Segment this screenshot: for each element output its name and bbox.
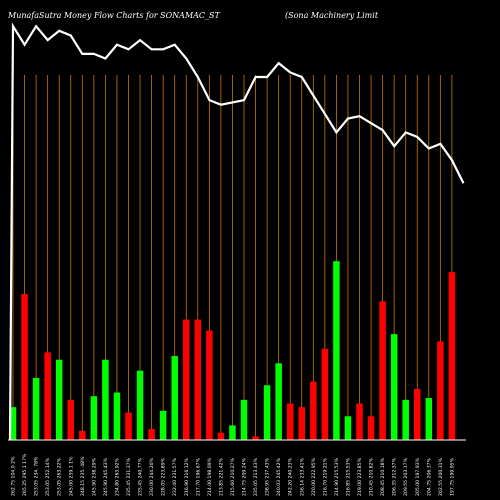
volume-bar xyxy=(102,359,109,440)
price-line xyxy=(8,22,465,441)
volume-bar xyxy=(229,425,236,440)
chart-title-company: (Sona Machinery Limit xyxy=(285,11,379,20)
volume-bar xyxy=(113,392,121,440)
volume-bar xyxy=(448,272,456,440)
x-tick-label: 235.45 240.77% xyxy=(138,457,144,496)
volume-bar xyxy=(125,412,132,440)
x-tick-label: 214.75 209.24% xyxy=(242,457,248,496)
x-tick-label: 253.05 252.14% xyxy=(45,457,51,496)
x-tick-label: 210.45 210.82% xyxy=(369,457,375,496)
x-tick-label: 265.25 295.1 17% xyxy=(22,453,28,496)
x-tick-label: 245.00 239.1 1% xyxy=(68,456,74,496)
volume-bar xyxy=(194,319,202,440)
x-tick-label: 235.45 231.37% xyxy=(126,457,132,496)
x-tick-label: 240.03 245.42% xyxy=(276,457,282,496)
volume-bar xyxy=(171,356,178,440)
volume-bar xyxy=(136,370,144,440)
volume-bar xyxy=(159,410,167,440)
chart-title: MunafaSutra Money Flow Charts for SONAMA… xyxy=(8,11,220,20)
x-tick-label: 208.45 210.18% xyxy=(380,457,386,496)
x-tick-label: 238.95 237.43% xyxy=(265,457,271,496)
x-tick-label: 242.20 240.23% xyxy=(288,457,294,496)
x-tick-label: 215.60 210.27% xyxy=(230,457,236,496)
volume-bar xyxy=(90,396,98,440)
x-tick-label: 214.00 198.09% xyxy=(207,457,213,496)
volume-bar xyxy=(217,432,225,440)
x-tick-label: 245.90 245.43% xyxy=(103,457,109,496)
volume-bar xyxy=(275,363,282,440)
volume-bar xyxy=(402,399,409,440)
x-axis-labels: 262.75 104.0 2% 265.25 295.1 17% 253.05 23… xyxy=(11,453,456,496)
volume-bar xyxy=(263,385,271,440)
volume-bar xyxy=(206,330,213,440)
volume-bar xyxy=(333,261,340,440)
volume-bar xyxy=(367,416,375,440)
x-tick-label: 213.85 221.42% xyxy=(218,457,224,496)
grid-lines xyxy=(12,75,453,440)
x-tick-label: 214.90 215.53% xyxy=(334,457,340,496)
volume-bar xyxy=(379,301,386,440)
volume-bar xyxy=(344,416,352,440)
volume-bar xyxy=(298,407,305,440)
volume-bar xyxy=(32,377,40,440)
x-tick-label: 236.14 233.41% xyxy=(299,457,305,496)
volume-bar xyxy=(356,403,363,440)
x-tick-label: 197.75 199.95% xyxy=(449,457,455,496)
volume-bar xyxy=(44,352,51,440)
volume-bar xyxy=(21,294,28,440)
x-tick-label: 253.05 263.22% xyxy=(57,457,63,496)
x-tick-label: 216.85 215.53% xyxy=(345,457,351,496)
x-tick-label: 262.75 104.0 2% xyxy=(11,456,17,496)
x-tick-label: 206.35 212.37% xyxy=(392,457,398,496)
x-tick-label: 253.05 234. 78% xyxy=(34,456,40,496)
x-tick-label: 217.70 196.67% xyxy=(195,457,201,496)
volume-bar xyxy=(67,399,74,440)
volume-bar xyxy=(390,334,398,440)
x-tick-label: 220.00 222.95% xyxy=(311,457,317,496)
volume-bar xyxy=(79,430,86,440)
x-tick-label: 234.80 263.92% xyxy=(114,457,120,496)
volume-bar xyxy=(286,403,294,440)
x-tick-label: 248.15 235. 48% xyxy=(80,456,86,496)
x-tick-label: 205.00 197.93% xyxy=(415,457,421,496)
x-tick-label: 202.55 200.31% xyxy=(438,457,444,496)
x-tick-label: 230.00 244.20% xyxy=(149,457,155,496)
x-tick-label: 204.75 206.37% xyxy=(426,457,432,496)
x-tick-label: 216.90 216.12% xyxy=(184,457,190,496)
x-tick-label: 219.00 223.85% xyxy=(357,457,363,496)
volume-bar xyxy=(414,388,421,440)
x-tick-label: 228.05 223.89% xyxy=(161,457,167,496)
x-tick-label: 209.55 203.17% xyxy=(403,457,409,496)
volume-bar xyxy=(240,399,248,440)
volume-bar xyxy=(425,398,433,440)
volume-bar xyxy=(252,436,259,440)
volume-bar xyxy=(321,348,329,440)
volume-bars xyxy=(9,261,456,440)
x-tick-label: 232.40 231.57% xyxy=(172,457,178,496)
volume-bar xyxy=(9,407,17,440)
volume-bar xyxy=(310,381,317,440)
volume-bar xyxy=(183,319,190,440)
x-tick-label: 235.05 213.43% xyxy=(253,457,259,496)
volume-bar xyxy=(437,341,444,440)
volume-bar xyxy=(55,359,63,440)
volume-bar xyxy=(148,429,155,440)
x-tick-label: 245.90 238.29% xyxy=(91,457,97,496)
x-tick-label: 216.70 219.21% xyxy=(322,457,328,496)
